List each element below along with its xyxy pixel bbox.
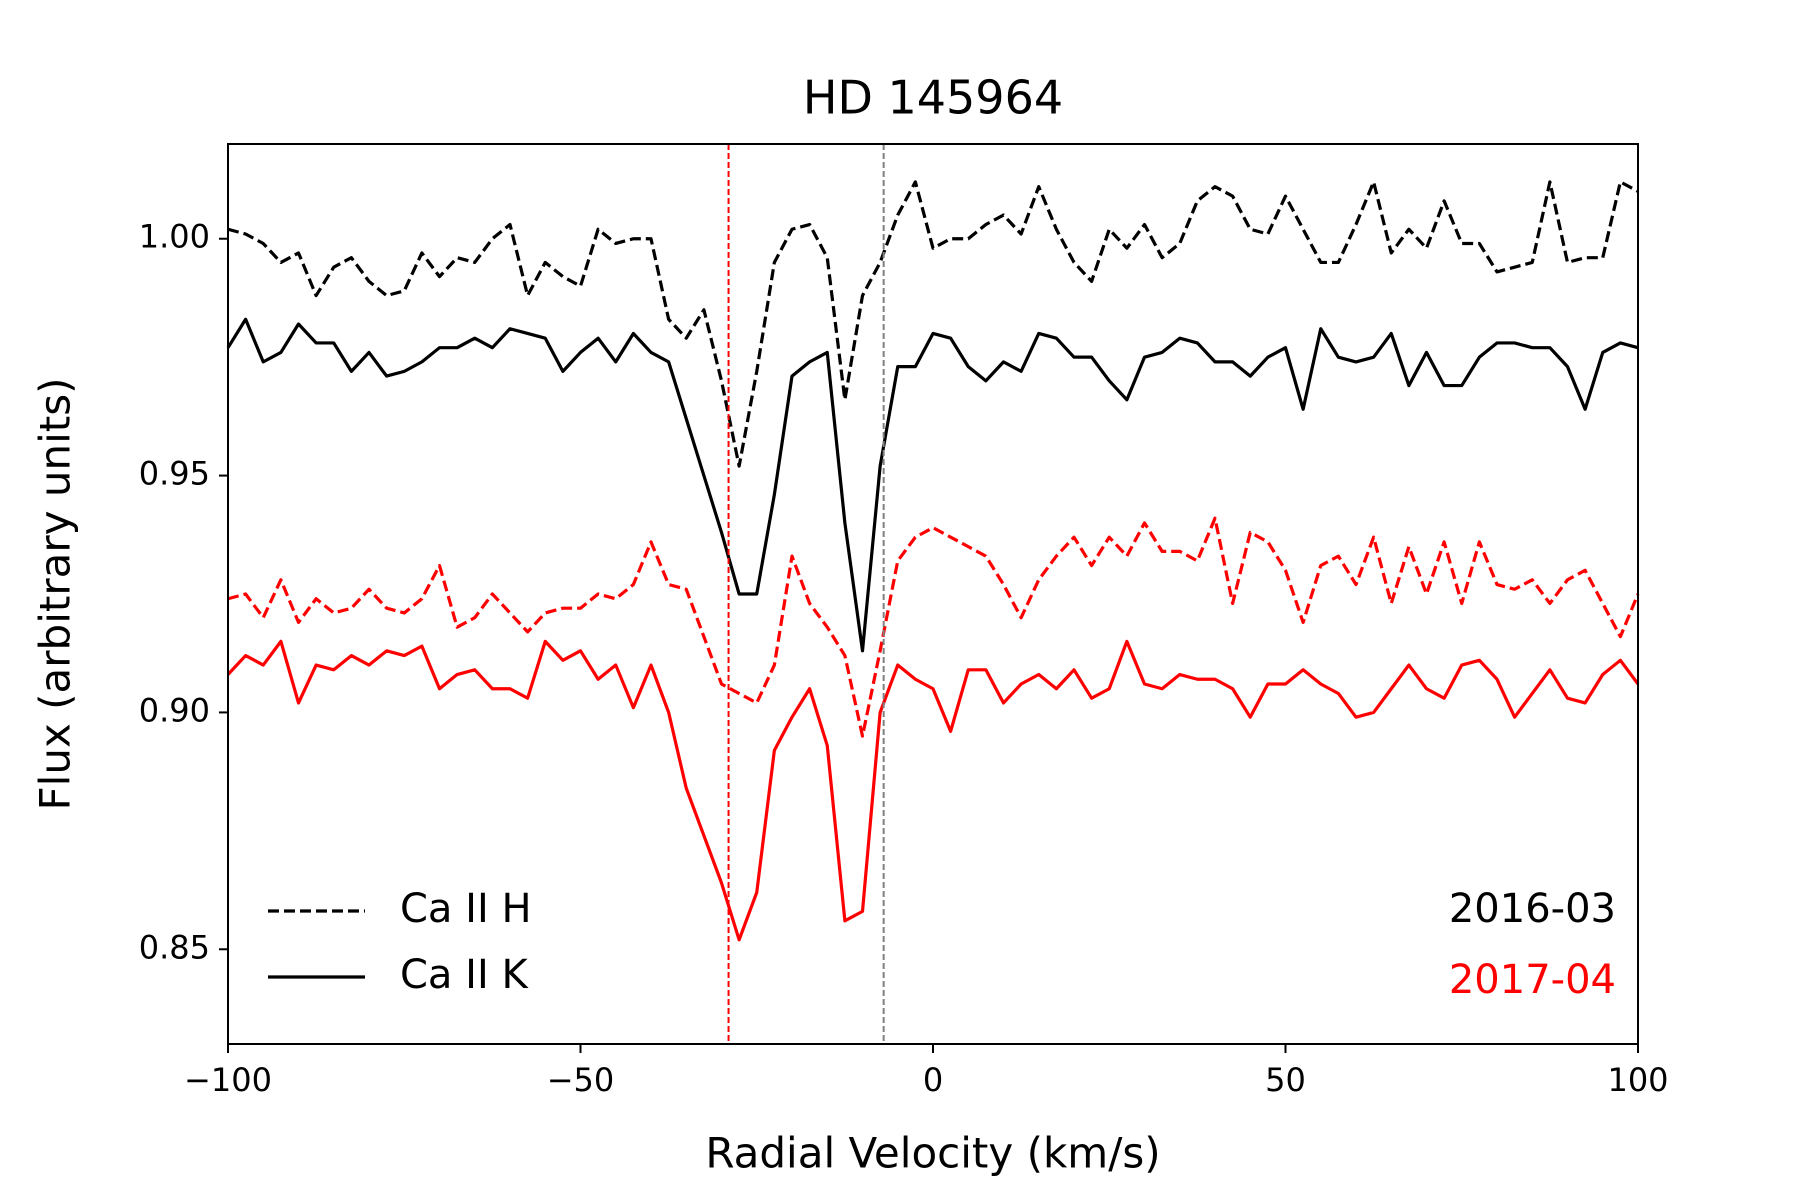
series-line	[226, 639, 1640, 942]
legend-label: Ca II H	[400, 886, 532, 932]
series-line	[226, 317, 1639, 653]
x-tick-label: −100	[184, 1061, 272, 1099]
x-tick-label: 0	[923, 1061, 943, 1099]
y-tick-label: 1.00	[139, 218, 210, 256]
x-tick-label: −50	[547, 1061, 615, 1099]
y-tick-label: 0.90	[139, 691, 210, 729]
y-tick-label: 0.85	[139, 928, 210, 966]
legend-label: Ca II K	[400, 952, 529, 998]
x-axis-label: Radial Velocity (km/s)	[705, 1129, 1160, 1178]
series-line	[227, 180, 1639, 468]
y-tick-label: 0.95	[139, 455, 210, 493]
y-axis-label: Flux (arbitrary units)	[31, 378, 80, 811]
x-tick-label: 50	[1265, 1061, 1306, 1099]
epoch-label: 2017-04	[1449, 957, 1616, 1003]
plot-frame	[227, 143, 1639, 1045]
chart-title: HD 145964	[803, 71, 1063, 125]
x-tick-label: 100	[1607, 1061, 1668, 1099]
series-line	[227, 516, 1640, 738]
epoch-label: 2016-03	[1449, 886, 1616, 932]
